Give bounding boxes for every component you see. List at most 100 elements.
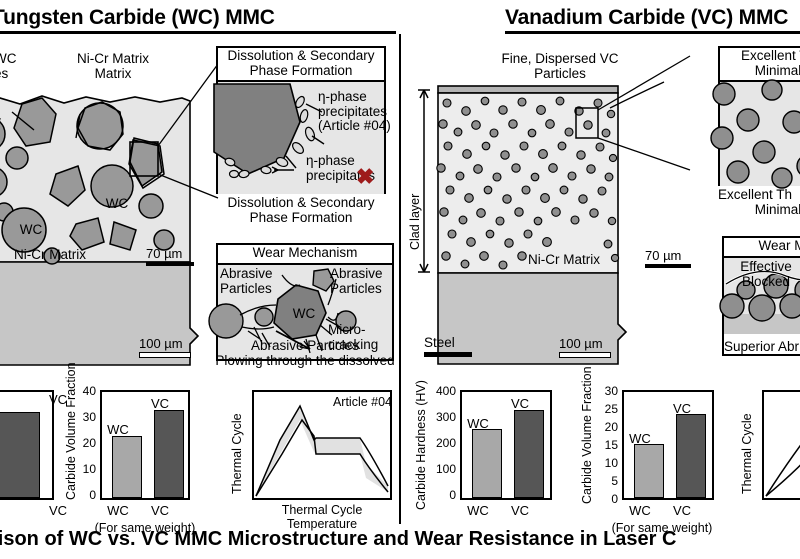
inset-wear-mechanism-left: Wear Mechanism WC Abrasive Particles Abr…: [208, 243, 394, 361]
inset-dissolution-anno-1-line1: η-phase: [318, 89, 367, 104]
chart2-ytick-30: 30: [82, 410, 96, 424]
right-clad-scalebar-line: [645, 264, 691, 268]
chart5-ytick-15: 15: [604, 438, 618, 452]
chart-right-carbide-hardness: Carbide Hardness (HV) 400 300 200 100 0 …: [412, 380, 562, 522]
chart2-xlabel: (For same weight): [94, 521, 196, 535]
chart5-bar-wc-top-label: WC: [629, 431, 651, 446]
left-clad-scalebar: 70 µm: [146, 246, 194, 266]
left-steel-scalebar-line: [139, 352, 191, 358]
inset-dissolution: Dissolution & Secondary Phase Formation …: [213, 46, 391, 194]
right-steel-scalebar-text: 100 µm: [559, 336, 603, 351]
chart5-xtick-wc: WC: [629, 503, 651, 518]
right-clad-scalebar-text: 70 µm: [645, 248, 682, 263]
chart-left-thermal-cycle: Thermal Cycle Article #04 Thermal Cycle …: [230, 382, 400, 531]
inset-wear-left-footer-line1: Abrasive Particles: [250, 338, 360, 353]
chart2-ytick-0: 0: [89, 488, 96, 502]
inset-wear-right-anno-line1: Effective: [740, 259, 792, 274]
steel-label: Steel: [424, 335, 455, 350]
chart4-xtick-wc: WC: [467, 503, 489, 518]
chart3-plot-area: [252, 390, 392, 500]
inset-wear-right-anno-line2: Blocked: [741, 273, 791, 289]
left-steel-scalebar-text: 100 µm: [139, 336, 183, 351]
chart2-bar-vc: [154, 410, 184, 498]
inset-dissolution-anno-1-line2: precipitates: [318, 103, 388, 119]
panel-divider: [399, 34, 401, 524]
annotation-coarse-wc-particles: WC es: [0, 51, 54, 81]
inset-wear-right-drawing: [719, 257, 800, 334]
chart3-ylabel: Thermal Cycle: [230, 413, 244, 494]
chart-right-thermal-cycle-partial: Thermal Cycle Th Te: [740, 382, 800, 522]
chart5-ytick-20: 20: [604, 420, 618, 434]
inset-thermal-drawing: [710, 79, 800, 189]
steel-label-underbar: [424, 352, 472, 357]
chart4-bar-vc-top-label: VC: [510, 396, 530, 411]
annotation-fine-vc-particles-line2: Particles: [534, 65, 586, 81]
inset-thermal-stability: Excellent Th Minimal: [710, 46, 800, 189]
chart5-ylabel: Carbide Volume Fraction: [580, 366, 594, 504]
inset-wear-left-anno-microcracking-line2: cracking: [328, 336, 379, 352]
inset-dissolution-anno-2-line2: precipitates: [306, 167, 376, 183]
chart1-bar-vc-top-label: VC: [48, 392, 68, 407]
chart6-curves: [765, 444, 800, 497]
annotation-ni-cr-matrix-line2: Matrix: [94, 65, 132, 81]
inset-wear-left-drawing: [208, 264, 392, 359]
chart4-plot-area: [460, 390, 552, 500]
chart3-annotation-article: Article #04: [332, 395, 392, 409]
chart4-ytick-100: 100: [435, 462, 456, 476]
chart5-ytick-0: 0: [611, 492, 618, 506]
annotation-ni-cr-matrix-line1: Ni-Cr Matrix: [77, 51, 149, 66]
inset-wear-left-anno-microcracking-line1: Micro-: [328, 322, 366, 337]
inset-thermal-caption-line1: Excellent Th: [718, 187, 793, 202]
wc-microstructure-diagram: [0, 63, 219, 366]
wc-particle-label-2: WC: [19, 222, 43, 237]
chart5-bar-vc-top-label: VC: [672, 401, 692, 416]
inset-dissolution-anno-2: η-phase precipitates: [306, 153, 386, 183]
clad-layer-dimension-label: Clad layer: [408, 194, 464, 264]
inset-wear-left-particle-label: WC: [292, 306, 316, 321]
right-inside-matrix-label: Ni-Cr Matrix: [528, 252, 600, 267]
chart3-curves: [255, 404, 389, 497]
right-steel-scalebar: 100 µm: [559, 336, 611, 358]
chart6-xlabel-line1: Th: [762, 503, 800, 517]
inset-thermal-caption: Excellent Th Minimal: [718, 187, 800, 217]
chart5-bar-wc: [634, 444, 664, 498]
inset-wear-left-anno-microcracking: Micro- cracking: [328, 322, 390, 352]
chart6-ylabel: Thermal Cycle: [740, 413, 754, 494]
chart4-bar-vc: [514, 410, 544, 498]
left-clad-scalebar-text: 70 µm: [146, 246, 183, 261]
chart2-ytick-10: 10: [82, 462, 96, 476]
wc-particle-label-1: WC: [105, 196, 129, 211]
inset-wear-left-anno-left: Abrasive Particles: [220, 266, 282, 296]
chart2-bar-vc-top-label: VC: [150, 396, 170, 411]
chart4-xtick-vc: VC: [510, 503, 530, 518]
inset-wear-left-anno-left-line2: Particles: [220, 280, 272, 296]
inset-wear-left-anno-right: Abrasive Particles: [330, 266, 392, 296]
annotation-fine-vc-particles-line1: Fine, Dispersed VC: [501, 51, 619, 66]
inset-dissolution-header-line2: Phase Formation: [249, 62, 353, 78]
inset-wear-mechanism-right: Wear M Effective Blocked: [719, 236, 800, 356]
chart4-bar-wc-top-label: WC: [467, 416, 489, 431]
annotation-ni-cr-matrix: Ni-Cr Matrix Matrix: [58, 51, 168, 81]
chart3-xlabel-line1: Thermal Cycle: [281, 503, 363, 517]
chart2-bar-wc-top-label: WC: [107, 422, 129, 437]
chart1-bar-vc: [0, 412, 40, 498]
chart5-plot-area: [622, 390, 714, 500]
inset-wear-left-anno-right-line2: Particles: [330, 280, 382, 296]
chart2-xtick-wc: WC: [107, 503, 129, 518]
inset-wear-left-anno-right-line1: Abrasive: [330, 266, 383, 281]
right-steel-scalebar-line: [559, 352, 611, 358]
inset-dissolution-drawing: [213, 82, 384, 194]
inset-dissolution-anno-1: η-phase precipitates (Article #04): [318, 89, 391, 134]
chart3-xlabel-line2: Temperature: [286, 517, 358, 531]
chart3-xlabel: Thermal Cycle Temperature: [252, 503, 392, 531]
annotation-fine-vc-particles: Fine, Dispersed VC Particles: [470, 51, 650, 81]
chart5-xtick-vc: VC: [672, 503, 692, 518]
chart2-plot-area: [100, 390, 190, 500]
chart-left-carbide-volume-fraction: Carbide Volume Fraction 40 30 20 10 0 WC…: [60, 362, 195, 535]
inset-wear-right-footer: Superior Abr: [724, 339, 800, 354]
left-steel-scalebar: 100 µm: [139, 336, 191, 358]
chart5-bar-vc: [676, 414, 706, 498]
inset-dissolution-anno-1-line3: (Article #04): [318, 118, 391, 133]
inset-thermal-header-line1: Excellent Th: [740, 48, 800, 63]
inset-wear-left-footer: Abrasive Particles Plowing through the d…: [210, 338, 400, 368]
